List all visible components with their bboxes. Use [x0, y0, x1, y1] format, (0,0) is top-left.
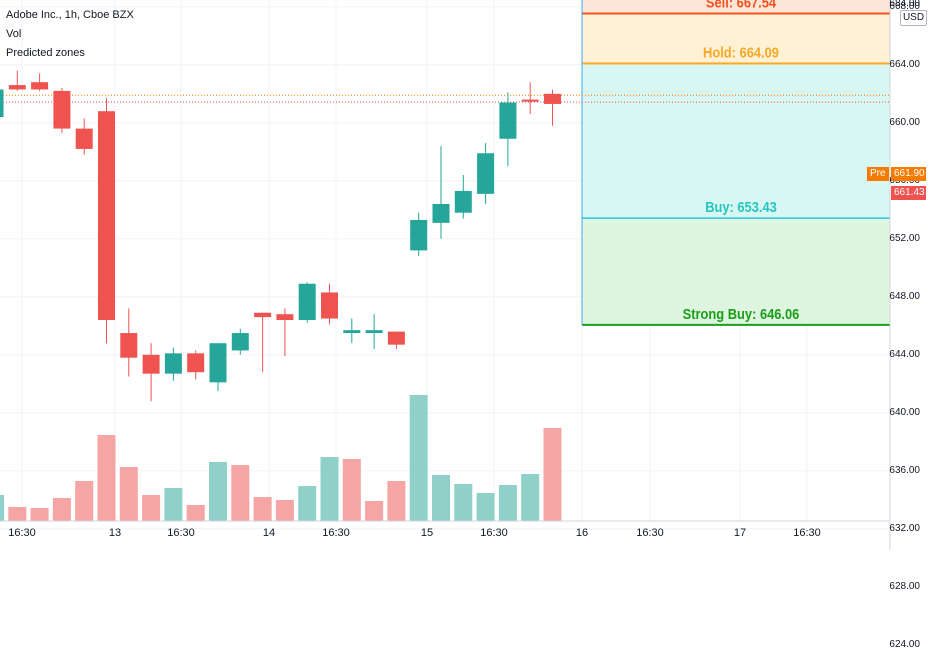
price-tick-label: 648.00 — [889, 290, 920, 302]
candle-body — [231, 333, 249, 351]
zone-label: Sell: 667.54 — [706, 0, 776, 11]
candle-body — [410, 219, 428, 251]
price-tick-label: 628.00 — [889, 580, 920, 592]
volume-bar — [8, 507, 27, 521]
candle-body — [209, 343, 227, 383]
time-tick-label: 14 — [262, 527, 276, 539]
volume-bar — [253, 497, 272, 521]
candle-body — [521, 99, 539, 102]
zone-label: Hold: 664.09 — [703, 44, 779, 61]
volume-bar — [387, 481, 406, 521]
time-tick-label: 17 — [733, 527, 747, 539]
volume-bar — [365, 501, 384, 521]
time-tick-label: 15 — [420, 527, 434, 539]
candle-body — [343, 330, 361, 334]
candle-body — [298, 283, 316, 320]
candle-body — [98, 111, 115, 320]
zone-label: Strong Buy: 646.06 — [683, 305, 800, 322]
candle-body — [53, 90, 71, 129]
volume-bar — [30, 508, 49, 521]
currency-label[interactable]: USD — [900, 10, 927, 26]
volume-bar — [409, 395, 428, 521]
volume-bar — [164, 488, 183, 521]
candle-body — [321, 292, 338, 319]
volume-bar — [320, 457, 339, 521]
price-tick-label: 640.00 — [889, 406, 920, 418]
candle-body — [454, 190, 472, 213]
volume-bar — [476, 493, 495, 521]
candle-body — [365, 330, 383, 334]
price-tick-label: 624.00 — [889, 638, 920, 650]
price-tick-label: 652.00 — [889, 232, 920, 244]
volume-bar — [209, 462, 227, 521]
candle-body — [75, 128, 93, 149]
time-tick-label: 16:30 — [167, 527, 195, 539]
volume-bar — [0, 495, 4, 521]
price-tick-label: 668.00 — [889, 0, 920, 12]
volume-bar — [521, 474, 540, 521]
zone-fill — [582, 218, 890, 325]
volume-indicator-label: Vol — [6, 28, 22, 40]
candle-body — [8, 85, 26, 90]
candle-body — [254, 312, 272, 318]
volume-bar — [342, 459, 361, 521]
volume-bar — [454, 484, 473, 521]
last-price-badge: 661.43 — [891, 186, 926, 200]
candle-body — [0, 89, 4, 117]
zone-fill — [582, 63, 890, 219]
volume-bar — [52, 498, 71, 521]
zone-label: Buy: 653.43 — [705, 198, 777, 215]
zone-fill — [582, 13, 890, 64]
candle-body — [142, 354, 160, 374]
candle-body — [164, 353, 182, 374]
volume-bar — [543, 428, 562, 521]
time-tick-label: 16:30 — [480, 527, 508, 539]
volume-bar — [432, 475, 450, 521]
candle-body — [544, 93, 561, 104]
candle-body — [387, 331, 405, 345]
time-tick-label: 16:30 — [636, 527, 664, 539]
predicted-zones-label: Predicted zones — [6, 47, 85, 59]
time-tick-label: 16:30 — [8, 527, 36, 539]
price-tick-label: 664.00 — [889, 58, 920, 70]
volume-bar — [275, 500, 294, 521]
candle-body — [499, 102, 517, 139]
candle-body — [432, 204, 450, 223]
volume-bar — [498, 485, 517, 521]
time-tick-label: 16:30 — [793, 527, 821, 539]
candle-body — [31, 82, 49, 90]
volume-bar — [119, 467, 138, 521]
price-tick-label: 660.00 — [889, 116, 920, 128]
time-tick-label: 16 — [575, 527, 589, 539]
pre-price-badge: 661.90 — [891, 167, 926, 181]
zone-fill — [582, 0, 890, 14]
price-tick-label: 644.00 — [889, 348, 920, 360]
price-tick-label: 632.00 — [889, 522, 920, 534]
volume-bar — [97, 435, 116, 521]
volume-bar — [231, 465, 250, 521]
chart-title: Adobe Inc., 1h, Cboe BZX — [6, 9, 134, 21]
price-tick-label: 636.00 — [889, 464, 920, 476]
volume-bar — [298, 486, 317, 521]
volume-bar — [186, 505, 205, 521]
candle-body — [276, 314, 294, 320]
candle-body — [187, 353, 205, 373]
time-tick-label: 13 — [108, 527, 122, 539]
time-tick-label: 16:30 — [322, 527, 350, 539]
pre-market-badge: Pre — [867, 167, 889, 181]
volume-bar — [75, 481, 94, 521]
candle-body — [120, 333, 138, 358]
candle-body — [477, 153, 495, 194]
volume-bar — [142, 495, 161, 521]
price-tick-top: 684.00 — [889, 0, 920, 9]
